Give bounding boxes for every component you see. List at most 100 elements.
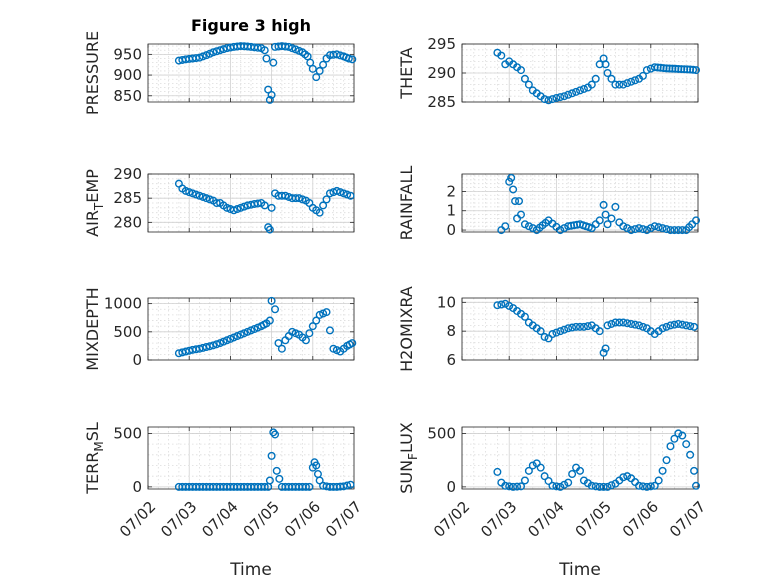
data-point (611, 80, 620, 89)
data-point (670, 434, 679, 443)
data-point (319, 201, 328, 210)
data-point (505, 177, 514, 186)
data-point (591, 482, 600, 491)
data-point (627, 319, 636, 328)
data-point (591, 74, 600, 83)
data-point (181, 186, 190, 195)
data-point (520, 312, 529, 321)
data-point (501, 299, 510, 308)
plot-area-terr-msl (148, 427, 354, 489)
data-point (332, 186, 341, 195)
data-point (601, 60, 610, 69)
y-axis-label: H2OMIXRA (397, 286, 416, 372)
data-point (260, 201, 269, 210)
data-point (346, 191, 355, 200)
data-point (185, 188, 194, 197)
data-point (272, 466, 281, 475)
data-point (601, 344, 610, 353)
data-point (642, 226, 651, 235)
figure-title: Figure 3 high (191, 16, 311, 35)
data-point (260, 46, 269, 55)
data-point (666, 442, 675, 451)
data-point (556, 482, 565, 491)
data-point (572, 87, 581, 96)
data-point (319, 60, 328, 69)
data-point (564, 478, 573, 487)
data-point (267, 203, 276, 212)
data-point (627, 226, 636, 235)
data-point (325, 326, 334, 335)
data-point (240, 202, 249, 211)
data-point (607, 481, 616, 490)
data-point (301, 482, 310, 491)
data-point (305, 329, 314, 338)
data-point (690, 322, 699, 331)
data-point (631, 76, 640, 85)
y-tick-label: 280 (113, 213, 142, 231)
data-point (690, 466, 699, 475)
data-point (595, 216, 604, 225)
data-point (332, 50, 341, 59)
data-point (576, 466, 585, 475)
data-point (607, 74, 616, 83)
data-point (253, 199, 262, 208)
y-tick-label: 850 (113, 87, 142, 105)
y-axis-label: THETA (397, 47, 416, 99)
axes-frame-terr-msl (147, 426, 355, 490)
markers-terr-msl (174, 428, 355, 491)
data-point (308, 64, 317, 73)
data-point (281, 191, 290, 200)
y-tick-label: 0 (446, 478, 456, 496)
data-point (564, 90, 573, 99)
data-point (635, 321, 644, 330)
data-point (274, 339, 283, 348)
data-point (536, 327, 545, 336)
y-tick-label: 0 (446, 221, 456, 239)
grid-pressure (147, 44, 355, 102)
data-point (654, 476, 663, 485)
data-point (689, 65, 698, 74)
data-point (322, 308, 331, 317)
data-point (346, 480, 355, 489)
data-point (265, 476, 274, 485)
data-point (275, 474, 284, 483)
y-tick-label: 285 (113, 189, 142, 207)
data-point (642, 482, 651, 491)
data-point (576, 86, 585, 95)
axes-frame-mixdepth (147, 297, 355, 361)
data-point (623, 319, 632, 328)
data-point (599, 200, 608, 209)
data-point (532, 459, 541, 468)
data-point (236, 203, 245, 212)
data-point (674, 319, 683, 328)
data-point (619, 473, 628, 482)
data-point (520, 220, 529, 229)
data-point (188, 189, 197, 198)
data-point (662, 225, 671, 234)
data-point (271, 305, 280, 314)
data-point (209, 341, 218, 350)
data-point (587, 80, 596, 89)
data-point (552, 93, 561, 102)
data-point (548, 330, 557, 339)
data-point (222, 203, 231, 212)
data-point (568, 323, 577, 332)
data-point (583, 322, 592, 331)
data-point (312, 316, 321, 325)
data-point (619, 318, 628, 327)
data-point (603, 68, 612, 77)
data-point (692, 481, 701, 490)
data-point (603, 220, 612, 229)
markers-sun-flux (493, 429, 701, 491)
data-point (646, 482, 655, 491)
data-point (627, 77, 636, 86)
data-point (556, 93, 565, 102)
data-point (348, 55, 357, 64)
subplot-pressure: 850 900 950 PRESSURE (83, 31, 357, 115)
data-point (348, 339, 357, 348)
data-point (682, 440, 691, 449)
data-point (271, 430, 280, 439)
data-point (599, 482, 608, 491)
